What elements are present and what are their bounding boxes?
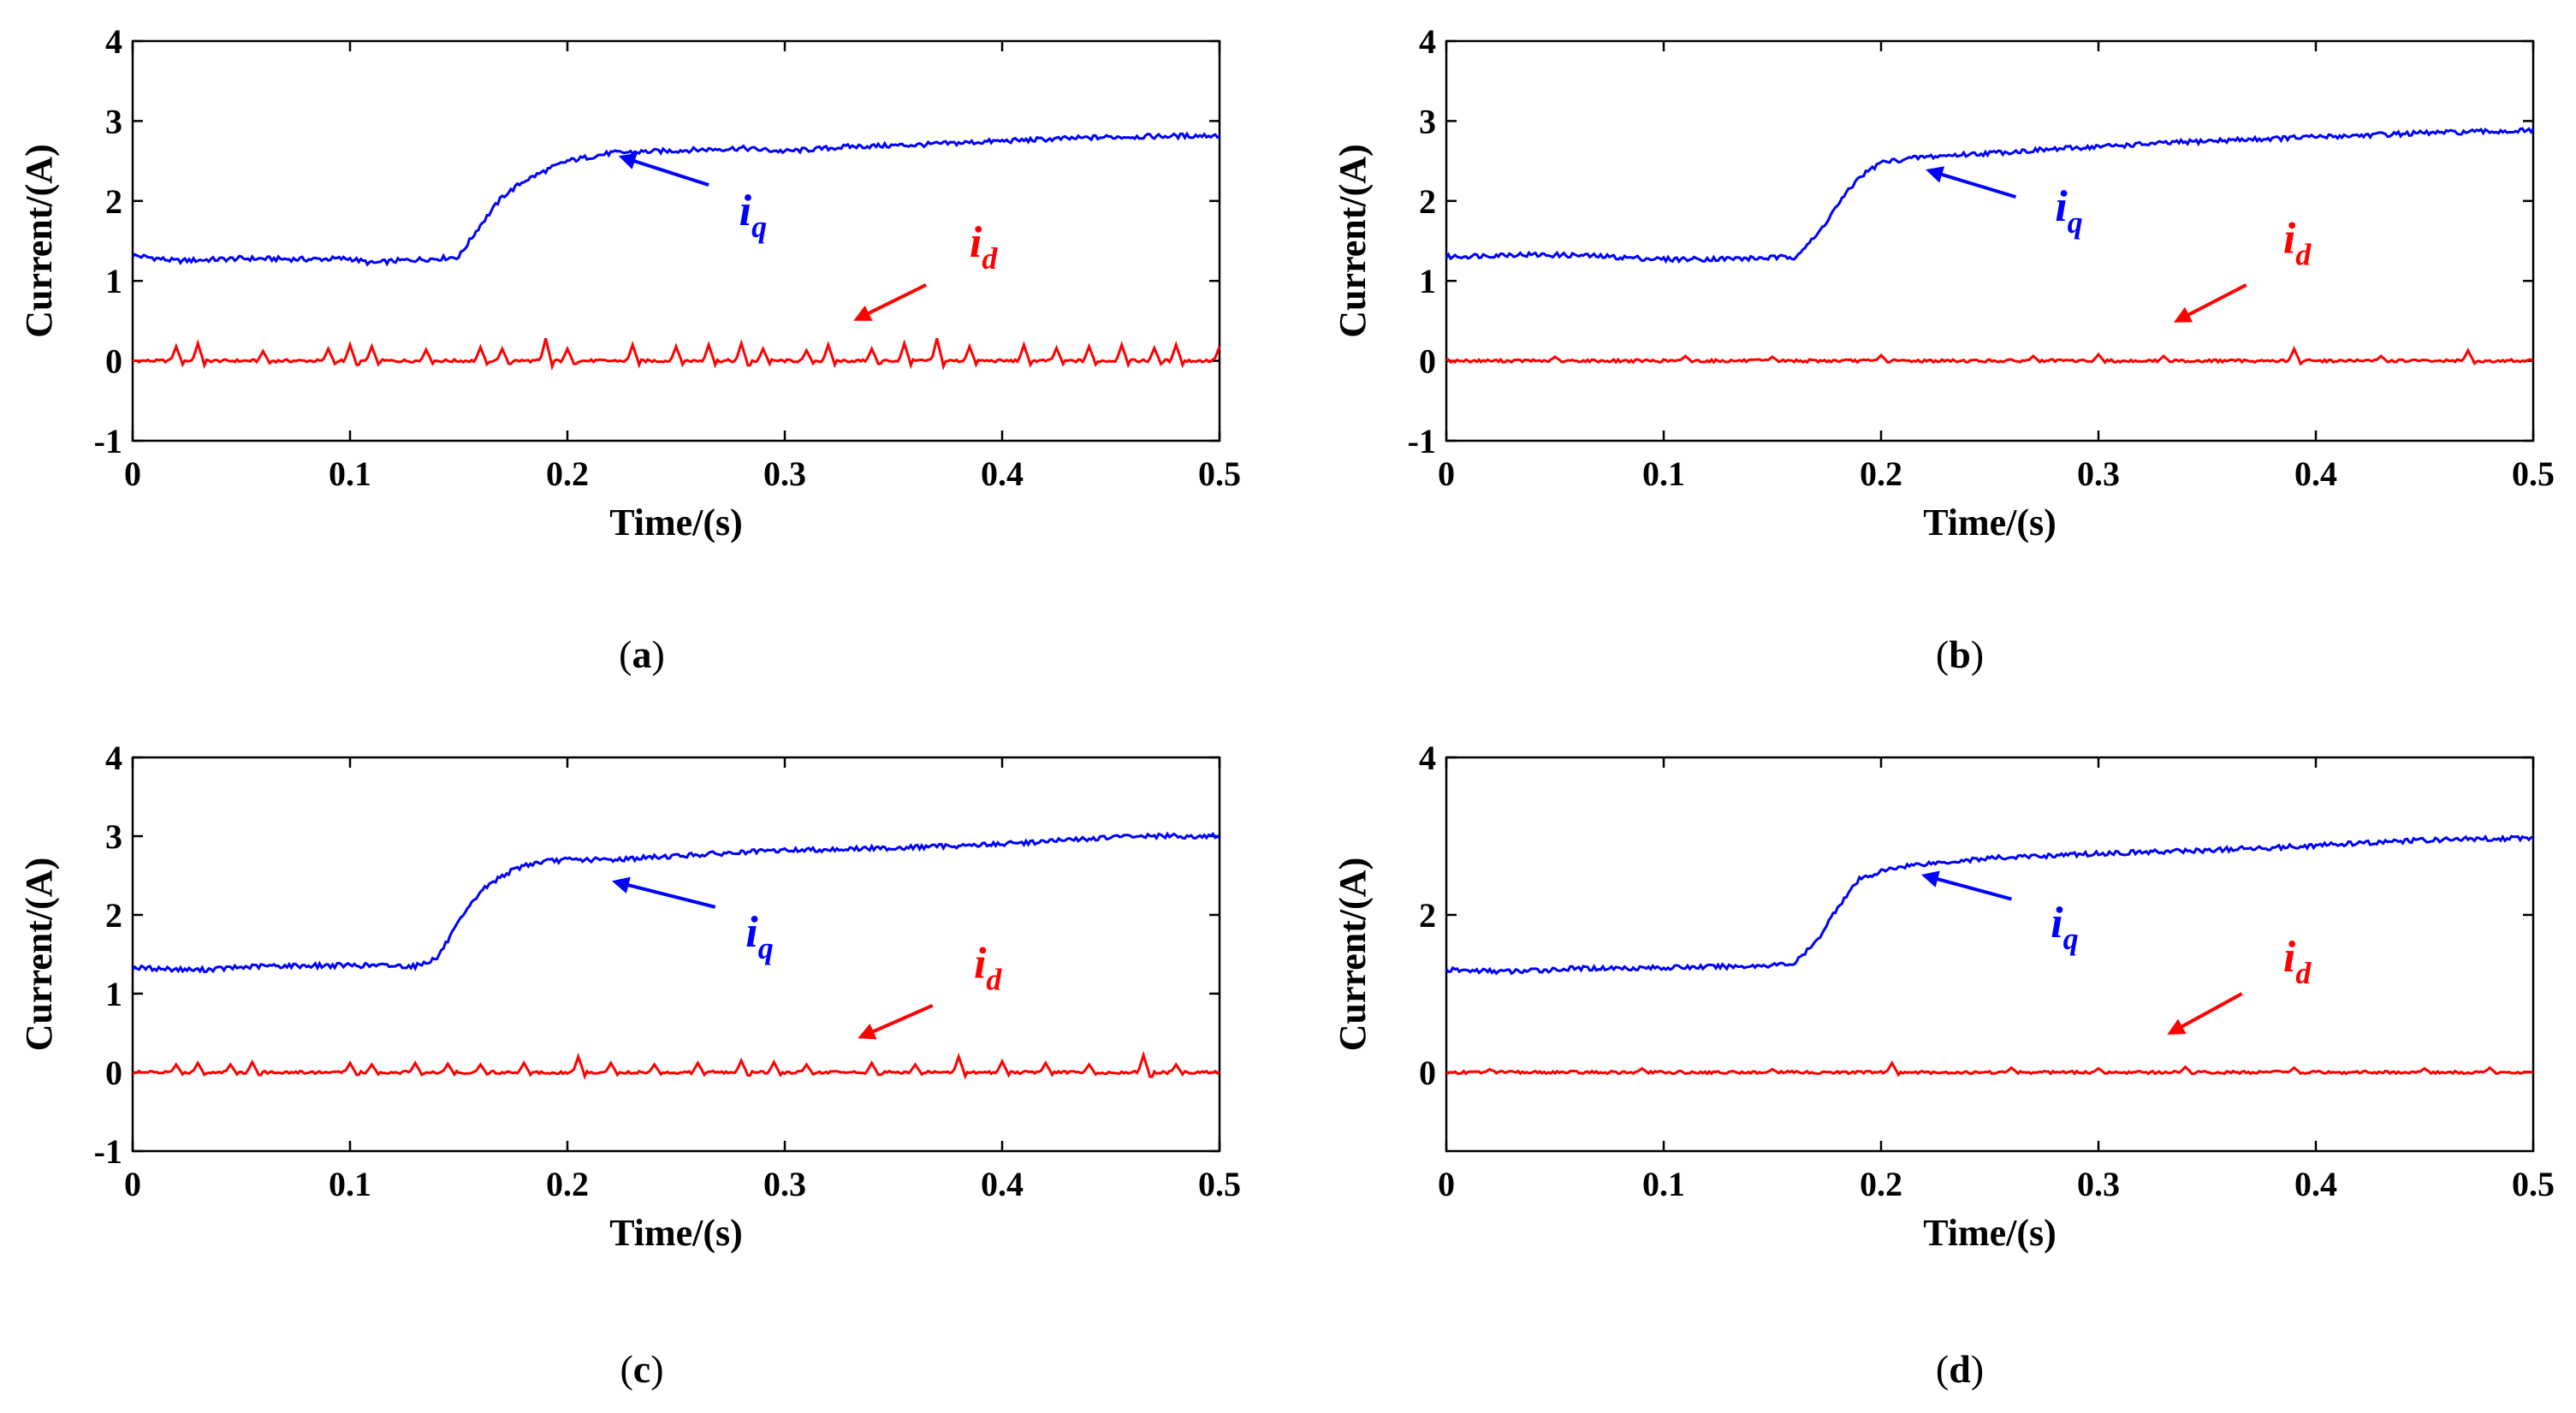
panel-c: -1 0 1 2 3 4 0 0.1 0.2 0.3 0.4 0.5 Time/… [18,739,1241,1391]
id-label-a: id [970,218,998,276]
axes-frame-d [1445,756,2535,1153]
id-arrow-c [858,1003,934,1040]
xtick-label-b-0: 0 [1438,454,1455,493]
y-axis-label-b: Current/(A) [1332,144,1374,337]
y-axis-label-a: Current/(A) [18,144,60,337]
ytick-label-b-5: 4 [1419,22,1436,61]
ytick-label-b-2: 1 [1419,262,1436,300]
ytick-label-c-5: 4 [105,739,122,777]
iq-arrow-a [618,152,709,187]
xtick-label-b-5: 0.5 [2512,454,2555,493]
iq-arrow-c [612,876,716,909]
ytick-label-c-1: 0 [105,1054,122,1092]
xtick-label-d-0: 0 [1438,1165,1455,1203]
caption-d: (d) [1936,1347,1984,1391]
caption-c: (c) [620,1347,663,1391]
xtick-label-c-0: 0 [124,1165,141,1203]
plot-area-b [1445,39,2535,442]
xtick-label-c-4: 0.4 [981,1165,1024,1203]
ytick-label-b-1: 0 [1419,342,1436,381]
xtick-label-b-3: 0.3 [2077,454,2120,493]
xtick-label-b-2: 0.2 [1860,454,1902,493]
xtick-label-a-0: 0 [124,454,141,493]
ytick-label-a-4: 3 [105,102,122,140]
xtick-label-c-2: 0.2 [546,1165,589,1203]
ytick-label-a-5: 4 [105,22,122,61]
series-iq-line-b [1445,127,2535,264]
iq-label-c: iq [745,908,773,965]
ytick-label-b-3: 2 [1419,182,1436,221]
ytick-label-d-0: 0 [1419,1054,1436,1092]
xtick-label-d-2: 0.2 [1860,1165,1902,1203]
xtick-label-c-1: 0.1 [329,1165,371,1203]
axes-frame-c [131,756,1221,1153]
xtick-label-b-4: 0.4 [2294,454,2337,493]
ytick-label-c-4: 3 [105,817,122,856]
xtick-label-c-5: 0.5 [1198,1165,1241,1203]
panel-d: 0 2 4 0 0.1 0.2 0.3 0.4 0.5 Time/(s) Cur… [1332,739,2555,1391]
iq-label-d: iq [2051,899,2078,956]
axes-frame-a [131,39,1221,442]
id-label-b: id [2283,215,2312,272]
ytick-label-a-0: -1 [94,422,122,460]
series-iq-line-a [131,131,1220,267]
plot-area-c [131,756,1221,1153]
iq-label-a: iq [739,187,767,244]
series-id-line-b [1445,345,2534,366]
ytick-label-c-0: -1 [94,1132,122,1171]
series-id-line-d [1445,1060,2534,1078]
xtick-label-d-5: 0.5 [2512,1165,2555,1203]
ytick-label-b-0: -1 [1408,422,1436,460]
ytick-label-c-3: 2 [105,896,122,935]
panel-b: -1 0 1 2 3 4 0 0.1 0.2 0.3 0.4 0.5 Time/… [1332,22,2555,676]
iq-arrow-b [1926,166,2017,199]
panel-a: -1 0 1 2 3 4 0 0.1 0.2 0.3 0.4 0.5 Time/… [18,22,1241,676]
id-arrow-a [853,283,927,321]
xtick-label-d-4: 0.4 [2294,1165,2337,1203]
series-id-line-a [132,338,1221,371]
y-axis-label-d: Current/(A) [1332,858,1374,1051]
xtick-label-a-5: 0.5 [1198,454,1241,493]
axes-frame-b [1445,39,2535,442]
ytick-label-a-3: 2 [105,182,122,221]
ytick-label-d-1: 2 [1419,896,1436,935]
iq-arrow-d [1920,870,2012,901]
iq-label-b: iq [2055,182,2082,240]
xtick-label-c-3: 0.3 [763,1165,806,1203]
x-axis-label-d: Time/(s) [1923,1212,2057,1254]
ytick-label-a-2: 1 [105,262,122,300]
id-arrow-d [2167,992,2243,1035]
x-axis-label-a: Time/(s) [609,502,743,543]
id-label-c: id [974,940,1002,997]
series-id-line-c [132,1050,1220,1080]
ytick-label-a-1: 0 [105,342,122,381]
xtick-label-a-2: 0.2 [546,454,589,493]
x-axis-label-b: Time/(s) [1923,502,2057,543]
ytick-label-c-2: 1 [105,975,122,1013]
x-axis-label-c: Time/(s) [609,1212,743,1254]
xtick-label-a-1: 0.1 [329,454,371,493]
series-iq-line-d [1445,834,2534,976]
xtick-label-a-4: 0.4 [981,454,1024,493]
id-arrow-b [2173,283,2247,323]
ytick-label-d-2: 4 [1419,739,1436,777]
xtick-label-a-3: 0.3 [763,454,806,493]
series-iq-line-c [131,831,1220,974]
plot-area-a [131,39,1221,442]
xtick-label-d-1: 0.1 [1642,1165,1685,1203]
id-label-d: id [2283,933,2312,990]
xtick-label-b-1: 0.1 [1642,454,1685,493]
caption-b: (b) [1936,632,1984,676]
y-axis-label-c: Current/(A) [18,858,60,1051]
plot-area-d [1445,756,2535,1153]
xtick-label-d-3: 0.3 [2077,1165,2120,1203]
ytick-label-b-4: 3 [1419,102,1436,140]
caption-a: (a) [619,632,665,676]
